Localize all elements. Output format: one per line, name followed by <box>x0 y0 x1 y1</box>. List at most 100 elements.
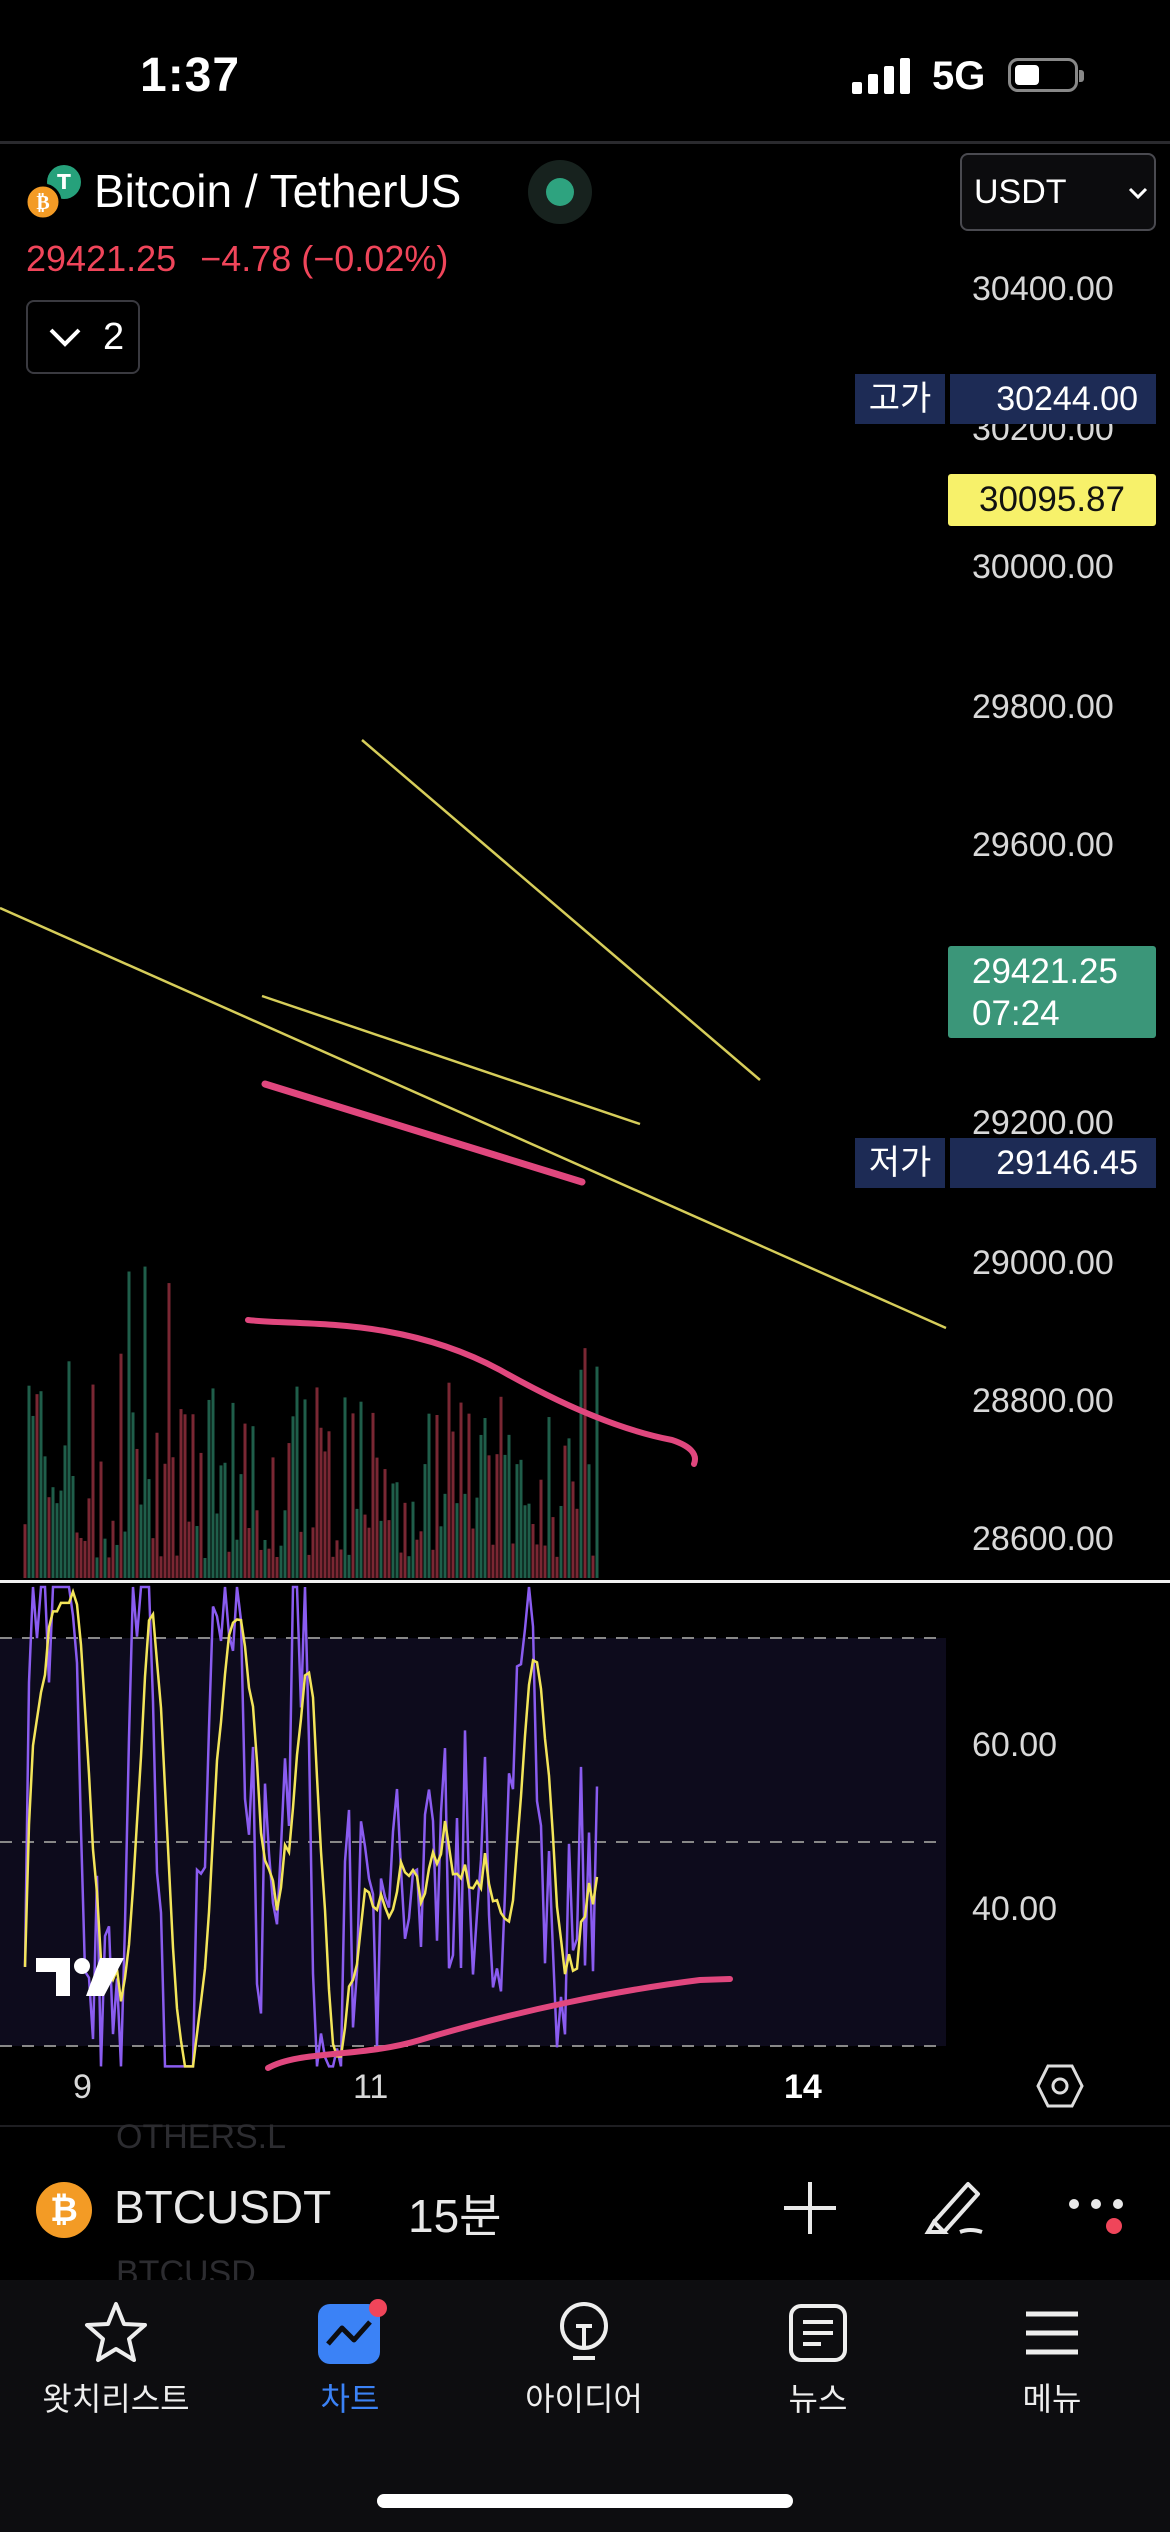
volume-bar <box>263 1539 267 1578</box>
volume-bar <box>227 1551 231 1578</box>
divider <box>0 2125 1170 2127</box>
volume-bar <box>35 1394 39 1578</box>
volume-bar <box>287 1443 291 1578</box>
price-chart[interactable] <box>0 0 1170 2125</box>
volume-bar <box>59 1490 63 1578</box>
market-status-icon[interactable] <box>528 160 592 224</box>
volume-bar <box>247 1528 251 1578</box>
tab-watchlist[interactable]: 왓치리스트 <box>16 2298 216 2420</box>
volume-bar <box>303 1399 307 1578</box>
volume-bar <box>351 1413 355 1578</box>
volume-bar <box>487 1455 491 1578</box>
volume-bar <box>499 1396 503 1578</box>
volume-bar <box>547 1417 551 1578</box>
volume-bar <box>159 1556 163 1578</box>
volume-bar <box>191 1414 195 1578</box>
volume-bar <box>219 1465 223 1578</box>
tab-label: 아이디어 <box>525 2381 643 2417</box>
symbol-selector[interactable]: BTCUSDT <box>114 2181 332 2233</box>
volume-bar <box>163 1463 167 1578</box>
volume-bar <box>143 1266 147 1578</box>
volume-bar <box>483 1418 487 1578</box>
volume-bar <box>387 1520 391 1578</box>
star-icon <box>85 2302 147 2362</box>
tab-menu[interactable]: 메뉴 <box>952 2298 1152 2420</box>
volume-bar <box>451 1431 455 1578</box>
tab-news[interactable]: 뉴스 <box>718 2298 918 2420</box>
volume-bar <box>63 1445 67 1578</box>
volume-bar <box>111 1520 115 1578</box>
volume-bar <box>567 1438 571 1578</box>
home-indicator <box>377 2494 793 2508</box>
volume-bar <box>595 1366 599 1578</box>
volume-bar <box>47 1497 51 1578</box>
volume-bar <box>255 1510 259 1578</box>
price-axis-tick: 30400.00 <box>972 270 1114 308</box>
chevron-down-icon <box>1128 187 1148 200</box>
volume-bar <box>367 1527 371 1578</box>
freehand-drawing <box>261 1080 586 1186</box>
rsi-line <box>23 1585 599 2068</box>
volume-bar <box>403 1502 407 1578</box>
volume-bar <box>311 1527 315 1578</box>
svg-text:T: T <box>57 170 71 194</box>
indicator-collapse-button[interactable]: 2 <box>26 300 140 374</box>
volume-bar <box>507 1434 511 1578</box>
current-price: 29421.25 <box>972 952 1118 991</box>
volume-bar <box>183 1414 187 1578</box>
change-value: −4.78 (−0.02%) <box>200 238 449 279</box>
chart-settings-icon[interactable] <box>1036 2064 1084 2108</box>
volume-bar <box>355 1508 359 1578</box>
high-label: 고가 <box>855 374 945 424</box>
drawing-pen-icon[interactable] <box>920 2170 990 2240</box>
volume-bar <box>267 1548 271 1578</box>
bar-countdown: 07:24 <box>972 994 1060 1033</box>
price-axis-tick: 29200.00 <box>972 1104 1114 1142</box>
tab-chart[interactable]: 차트 <box>250 2298 450 2420</box>
volume-bar <box>171 1457 175 1578</box>
currency-select[interactable]: USDT <box>960 153 1156 231</box>
interval-selector[interactable]: 15분 <box>408 2190 502 2242</box>
volume-bar <box>307 1554 311 1578</box>
tab-label: 뉴스 <box>788 2381 848 2417</box>
symbol-title[interactable]: Bitcoin / TetherUS <box>94 165 462 217</box>
tab-ideas[interactable]: 아이디어 <box>484 2298 684 2420</box>
volume-bar <box>155 1432 159 1578</box>
volume-bar <box>275 1556 279 1578</box>
volume-bar <box>239 1474 243 1578</box>
volume-bar <box>71 1475 75 1578</box>
chevron-down-icon <box>49 328 81 347</box>
lightbulb-icon <box>560 2302 608 2360</box>
add-icon[interactable] <box>780 2178 840 2238</box>
volume-bar <box>295 1386 299 1578</box>
volume-bar <box>423 1464 427 1578</box>
price-axis-tick: 30000.00 <box>972 548 1114 586</box>
volume-bar <box>535 1544 539 1578</box>
volume-bar <box>235 1539 239 1578</box>
low-label: 저가 <box>855 1138 945 1188</box>
current-price-tag: 29421.25 07:24 <box>948 946 1156 1038</box>
volume-bar <box>151 1538 155 1578</box>
volume-bar <box>139 1504 143 1578</box>
volume-bar <box>207 1399 211 1578</box>
pane-separator[interactable] <box>0 1580 1170 1583</box>
volume-bar <box>463 1493 467 1578</box>
more-options-icon[interactable] <box>1066 2190 1130 2234</box>
low-value: 29146.45 <box>950 1138 1156 1188</box>
news-icon <box>789 2304 847 2362</box>
volume-bar <box>83 1540 87 1578</box>
horizontal-line-price-tag[interactable]: 30095.87 <box>948 474 1156 526</box>
collapse-count: 2 <box>103 316 125 358</box>
volume-bar <box>203 1557 207 1578</box>
freehand-drawing <box>245 1317 698 1467</box>
volume-bar <box>475 1497 479 1578</box>
volume-bar <box>335 1540 339 1578</box>
volume-bar <box>23 1524 27 1578</box>
time-axis-tick: 14 <box>784 2068 822 2106</box>
volume-bar <box>411 1501 415 1578</box>
volume-bar <box>443 1493 447 1578</box>
tradingview-logo-icon <box>36 1958 124 1996</box>
volume-bar <box>559 1505 563 1578</box>
volume-bar <box>503 1454 507 1578</box>
volume-bar <box>431 1549 435 1578</box>
